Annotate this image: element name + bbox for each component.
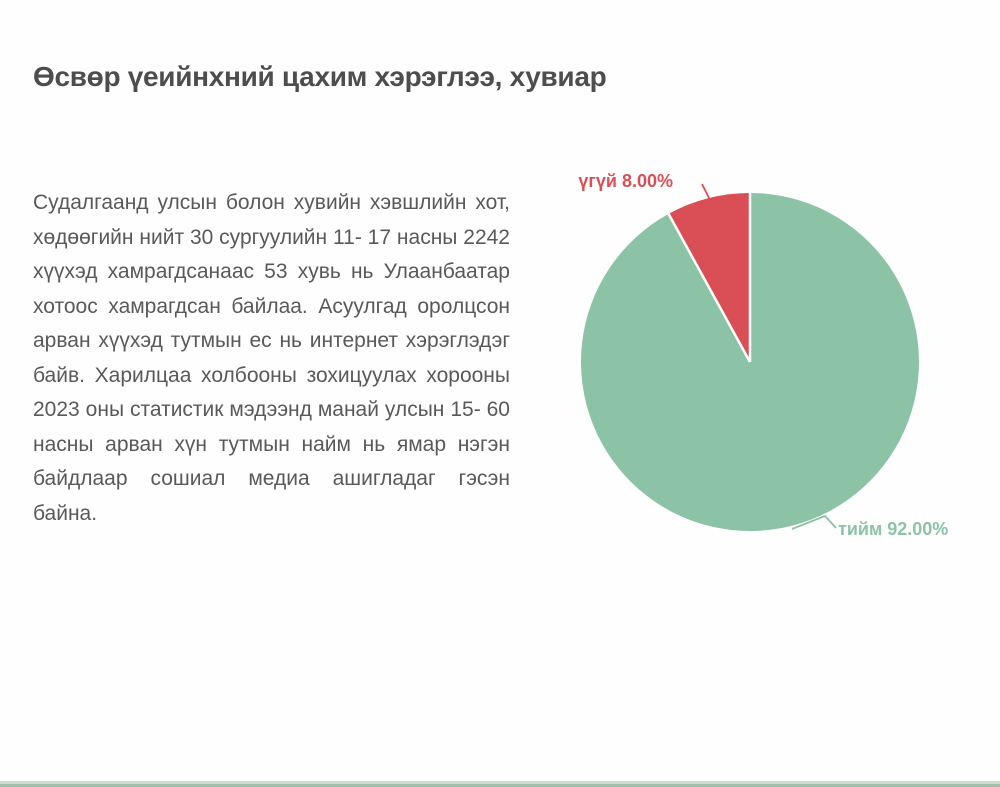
page-title: Өсвөр үеийнхний цахим хэрэглээ, хувиар bbox=[33, 60, 607, 92]
pie-separators bbox=[667, 193, 752, 363]
slice-separator-line bbox=[667, 213, 752, 363]
pie-chart-svg bbox=[580, 183, 919, 531]
pie-label-tiim: тийм 92.00% bbox=[838, 519, 949, 539]
pie-chart: үгүй 8.00% тийм 92.00% bbox=[550, 163, 970, 563]
pie-label-ugui: үгүй 8.00% bbox=[578, 171, 673, 191]
footer-accent-bar bbox=[0, 781, 1000, 787]
leader-line-ugui bbox=[701, 183, 711, 201]
pie-slice-1 bbox=[668, 193, 750, 362]
article-paragraph: Судалгаанд улсын болон хувийн хэвшлийн х… bbox=[33, 191, 510, 525]
leader-line-tiim bbox=[791, 514, 837, 530]
